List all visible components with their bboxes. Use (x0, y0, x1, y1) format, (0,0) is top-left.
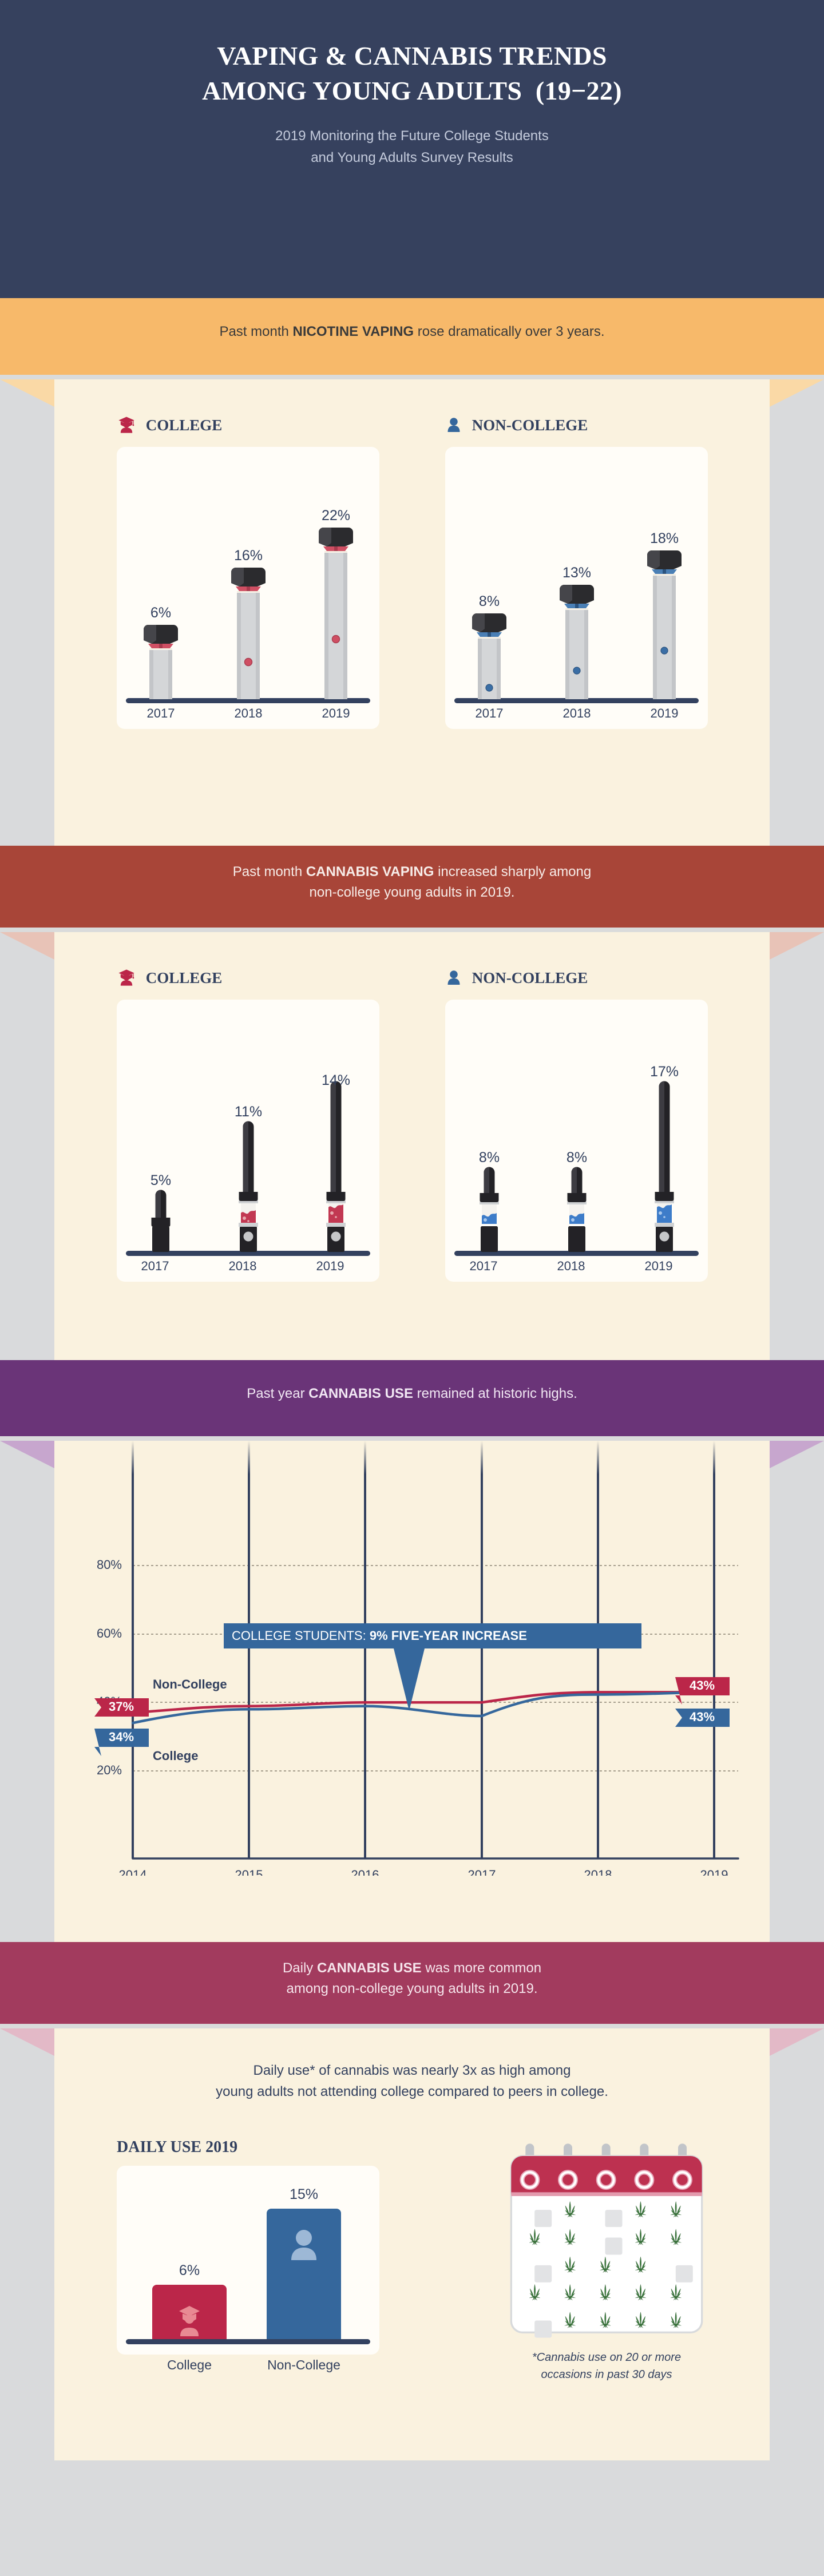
svg-text:2017: 2017 (468, 1868, 496, 1876)
svg-text:2019: 2019 (700, 1868, 728, 1876)
svg-text:2018: 2018 (584, 1868, 612, 1876)
svg-text:2015: 2015 (235, 1868, 263, 1876)
svg-text:2016: 2016 (351, 1868, 379, 1876)
svg-text:20%: 20% (97, 1763, 122, 1777)
svg-text:37%: 37% (109, 1699, 134, 1714)
svg-text:College: College (153, 1749, 198, 1763)
svg-text:34%: 34% (109, 1730, 134, 1744)
svg-text:80%: 80% (97, 1558, 122, 1572)
svg-text:43%: 43% (690, 1678, 715, 1693)
svg-text:Non-College: Non-College (153, 1677, 227, 1691)
svg-text:COLLEGE STUDENTS: 9% FIVE-YEAR: COLLEGE STUDENTS: 9% FIVE-YEAR INCREASE (232, 1628, 527, 1643)
svg-text:2014: 2014 (119, 1868, 147, 1876)
svg-text:60%: 60% (97, 1626, 122, 1640)
svg-text:43%: 43% (690, 1710, 715, 1724)
